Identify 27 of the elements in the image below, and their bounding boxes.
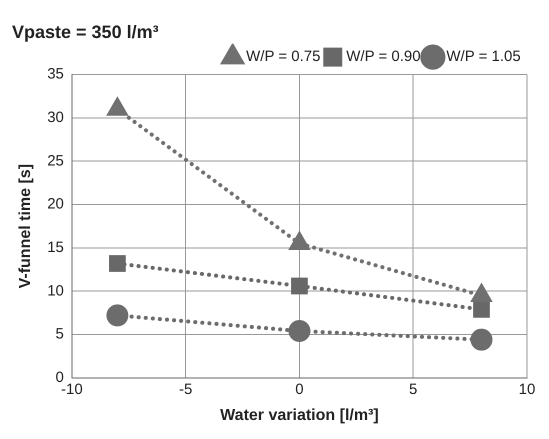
- y-tick-label: 20: [47, 196, 64, 213]
- point: [291, 278, 308, 294]
- x-tick-label: -10: [61, 380, 83, 398]
- y-axis-title: V-funnel time [s]: [17, 164, 34, 288]
- point: [290, 232, 310, 250]
- point: [109, 255, 126, 272]
- legend-label: W/P = 1.05: [446, 48, 521, 66]
- x-axis-title: Water variation [l/m³]: [220, 406, 379, 424]
- x-tick-label: 10: [518, 380, 536, 398]
- point: [473, 301, 490, 318]
- point: [288, 320, 310, 342]
- x-tick-label: 5: [409, 380, 418, 398]
- legend-label: W/P = 0.75: [246, 48, 320, 66]
- y-tick-label: 5: [56, 326, 64, 343]
- x-tick-label: 0: [295, 380, 304, 398]
- y-tick-label: 25: [47, 152, 64, 170]
- y-tick-label: 10: [47, 282, 64, 300]
- y-tick-label: 0: [56, 368, 64, 386]
- y-tick-label: 15: [47, 239, 64, 256]
- point: [108, 98, 128, 116]
- y-tick-label: 30: [47, 109, 64, 126]
- y-tick-label: 35: [47, 66, 64, 83]
- chart-title: Vpaste = 350 l/m³: [12, 22, 159, 42]
- legend-label: W/P = 0.90: [346, 48, 421, 66]
- x-tick-label: -5: [178, 380, 192, 398]
- point: [470, 328, 492, 351]
- point: [106, 304, 128, 326]
